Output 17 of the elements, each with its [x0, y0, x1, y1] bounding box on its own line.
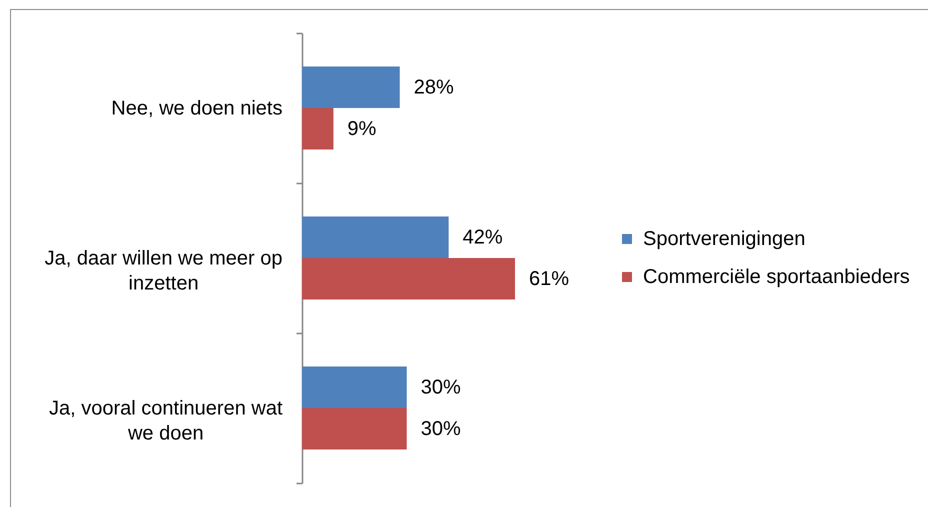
bar — [302, 408, 407, 450]
bar — [302, 66, 400, 108]
y-tick-label: Ja, daar willen we meer op inzetten — [44, 248, 282, 294]
y-tick-label: Ja, vooral continueren wat we doen — [49, 398, 283, 444]
y-tick-label: Nee, we doen niets — [111, 98, 282, 120]
data-label: 30% — [420, 376, 461, 398]
legend-label: Sportverenigingen — [643, 228, 806, 250]
bar — [302, 366, 407, 408]
bar — [302, 258, 515, 300]
legend-label: Commerciële sportaanbieders — [643, 266, 910, 288]
data-label: 61% — [529, 268, 570, 290]
data-label: 30% — [420, 418, 461, 440]
data-label: 9% — [347, 118, 377, 140]
bar — [302, 216, 449, 258]
data-label: 42% — [462, 226, 503, 248]
data-label: 28% — [414, 76, 454, 98]
bar — [302, 108, 334, 150]
